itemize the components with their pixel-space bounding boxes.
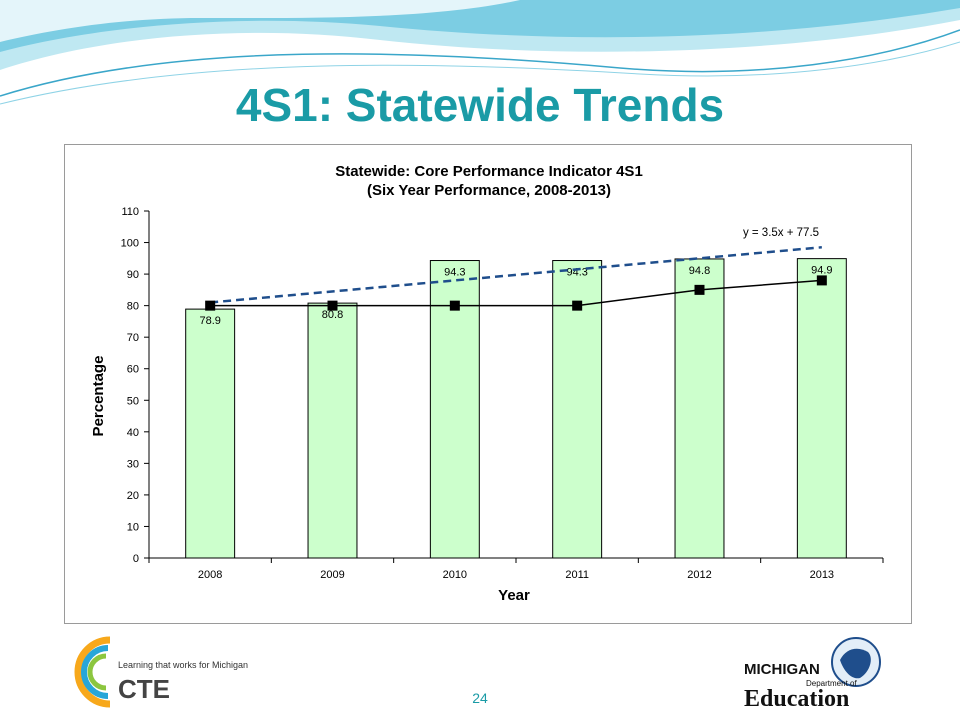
x-axis-title: Year <box>498 587 530 604</box>
y-tick-label: 100 <box>121 238 139 250</box>
trend-equation: y = 3.5x + 77.5 <box>743 227 819 239</box>
trendline-line <box>210 246 822 304</box>
header-swoosh-decoration <box>0 0 960 105</box>
michigan-education-logo: MICHIGAN Department of Education <box>736 632 896 712</box>
x-axis: 2008 2009 2010 2011 2012 2013 <box>148 557 884 581</box>
line-series-path <box>210 279 822 307</box>
chart-subtitle: (Six Year Performance, 2008-2013) <box>367 182 611 199</box>
bar <box>674 258 725 559</box>
y-tick-label: 30 <box>127 458 139 470</box>
y-tick-label: 60 <box>127 364 139 376</box>
line-series <box>205 275 827 311</box>
bar-data-label: 94.9 <box>811 265 832 277</box>
mde-line1: MICHIGAN <box>744 661 820 678</box>
bars <box>185 258 847 559</box>
cte-logo: Learning that works for Michigan CTE <box>72 632 272 712</box>
chart-container: Statewide: Core Performance Indicator 4S… <box>64 144 912 624</box>
y-axis-title: Percentage <box>90 356 107 437</box>
cte-tagline: Learning that works for Michigan <box>118 660 248 670</box>
y-tick-label: 40 <box>127 427 139 439</box>
mde-line3: Education <box>744 686 849 712</box>
bar <box>796 258 847 559</box>
slide-title: 4S1: Statewide Trends <box>235 79 725 131</box>
michigan-map-icon: MICHIGAN Department of Education <box>744 637 881 712</box>
bar-data-label: 78.9 <box>199 315 220 327</box>
bar-data-label: 80.8 <box>322 309 343 321</box>
bar-line-chart: Statewide: Core Performance Indicator 4S… <box>90 163 884 604</box>
x-tick-label: 2011 <box>565 569 589 581</box>
bar-data-labels: 78.9 80.8 94.3 94.3 94.8 94.9 <box>199 265 832 327</box>
y-tick-label: 80 <box>127 301 139 313</box>
bar-data-label: 94.3 <box>444 267 465 279</box>
x-tick-label: 2010 <box>443 569 467 581</box>
bar-data-label: 94.8 <box>689 265 710 277</box>
x-tick-label: 2009 <box>320 569 344 581</box>
x-tick-label: 2013 <box>810 569 834 581</box>
page-number: 24 <box>472 690 488 706</box>
x-tick-label: 2012 <box>687 569 711 581</box>
chart-title: Statewide: Core Performance Indicator 4S… <box>335 163 643 180</box>
cte-name: CTE <box>118 674 170 704</box>
line-marker <box>694 284 705 295</box>
line-marker <box>816 275 827 286</box>
y-tick-label: 50 <box>127 395 139 407</box>
mde-line2: Department of <box>806 679 857 688</box>
y-tick-label: 70 <box>127 332 139 344</box>
line-marker <box>449 300 460 311</box>
line-marker <box>205 300 216 311</box>
y-tick-label: 110 <box>121 206 139 218</box>
trendline <box>210 246 822 304</box>
bar <box>185 308 236 559</box>
y-tick-label: 20 <box>127 490 139 502</box>
y-tick-label: 90 <box>127 269 139 281</box>
y-axis: 0 10 20 30 40 50 60 70 80 90 100 110 <box>121 206 150 565</box>
y-tick-label: 10 <box>127 521 139 533</box>
line-marker <box>572 300 583 311</box>
line-marker <box>327 300 338 311</box>
bar <box>307 302 358 559</box>
bar-data-label: 94.3 <box>566 267 587 279</box>
x-tick-label: 2008 <box>198 569 222 581</box>
y-tick-label: 0 <box>133 553 139 565</box>
cte-logo-mark-icon: Learning that works for Michigan CTE <box>74 636 248 708</box>
